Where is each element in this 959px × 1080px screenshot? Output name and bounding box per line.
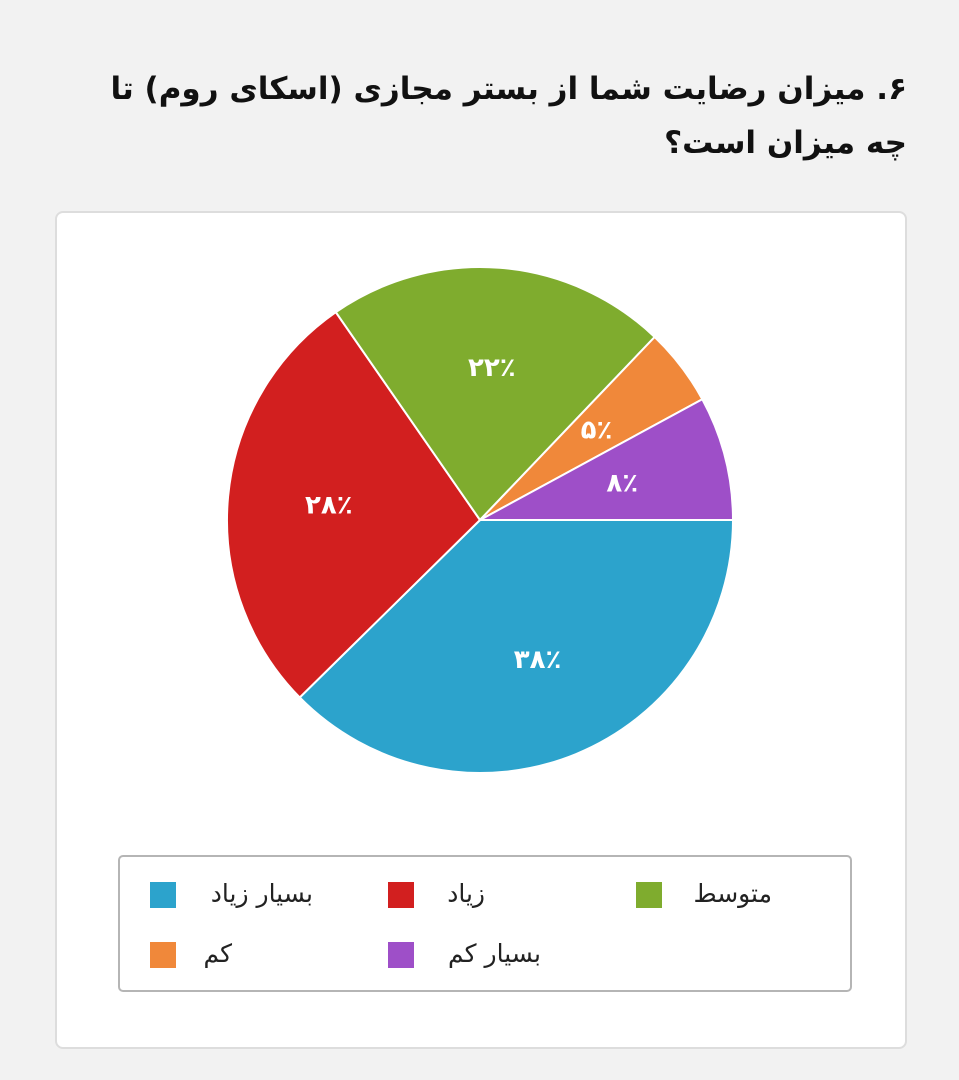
legend-label: کم [203, 939, 232, 969]
legend-label: بسیار کم [448, 939, 541, 969]
legend-label: متوسط [693, 879, 772, 908]
legend-label: بسیار زیاد [211, 879, 313, 908]
chart-title: ۶. میزان رضایت شما از بستر مجازی (اسکای … [110, 71, 907, 161]
data-label: ۲۸٪ [305, 490, 353, 520]
pie-slice [334, 266, 657, 522]
legend-swatch [150, 942, 176, 968]
data-label: ۸٪ [606, 468, 638, 498]
data-label: ۵٪ [581, 415, 613, 445]
pie-slice [226, 310, 482, 699]
legend-swatch [636, 882, 662, 908]
legend-label: زیاد [447, 879, 485, 908]
legend-swatch [150, 882, 176, 908]
data-label: ۳۸٪ [514, 645, 562, 675]
pie-slice [298, 519, 735, 774]
legend-swatch [388, 882, 414, 908]
legend-box [118, 855, 852, 992]
data-label: ۲۲٪ [468, 353, 516, 383]
pie-slice [479, 397, 735, 521]
legend-swatch [388, 942, 414, 968]
